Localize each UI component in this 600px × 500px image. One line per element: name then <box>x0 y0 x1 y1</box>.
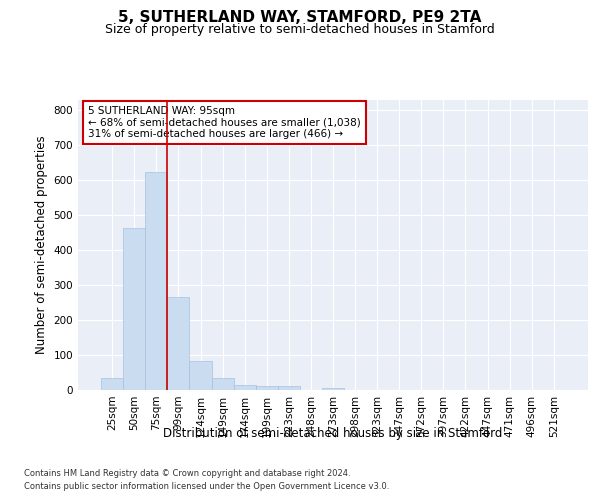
Text: 5 SUTHERLAND WAY: 95sqm
← 68% of semi-detached houses are smaller (1,038)
31% of: 5 SUTHERLAND WAY: 95sqm ← 68% of semi-de… <box>88 106 361 139</box>
Bar <box>101 378 123 390</box>
Bar <box>278 386 300 390</box>
Bar <box>322 388 344 390</box>
Bar <box>256 386 278 390</box>
Text: Size of property relative to semi-detached houses in Stamford: Size of property relative to semi-detach… <box>105 22 495 36</box>
Text: Contains public sector information licensed under the Open Government Licence v3: Contains public sector information licen… <box>24 482 389 491</box>
Bar <box>123 228 145 390</box>
Bar <box>212 378 233 390</box>
Bar <box>233 386 256 390</box>
Bar <box>190 362 212 390</box>
Bar <box>145 172 167 390</box>
Bar <box>167 298 190 390</box>
Text: Contains HM Land Registry data © Crown copyright and database right 2024.: Contains HM Land Registry data © Crown c… <box>24 468 350 477</box>
Text: 5, SUTHERLAND WAY, STAMFORD, PE9 2TA: 5, SUTHERLAND WAY, STAMFORD, PE9 2TA <box>118 10 482 25</box>
Y-axis label: Number of semi-detached properties: Number of semi-detached properties <box>35 136 48 354</box>
Text: Distribution of semi-detached houses by size in Stamford: Distribution of semi-detached houses by … <box>163 428 503 440</box>
